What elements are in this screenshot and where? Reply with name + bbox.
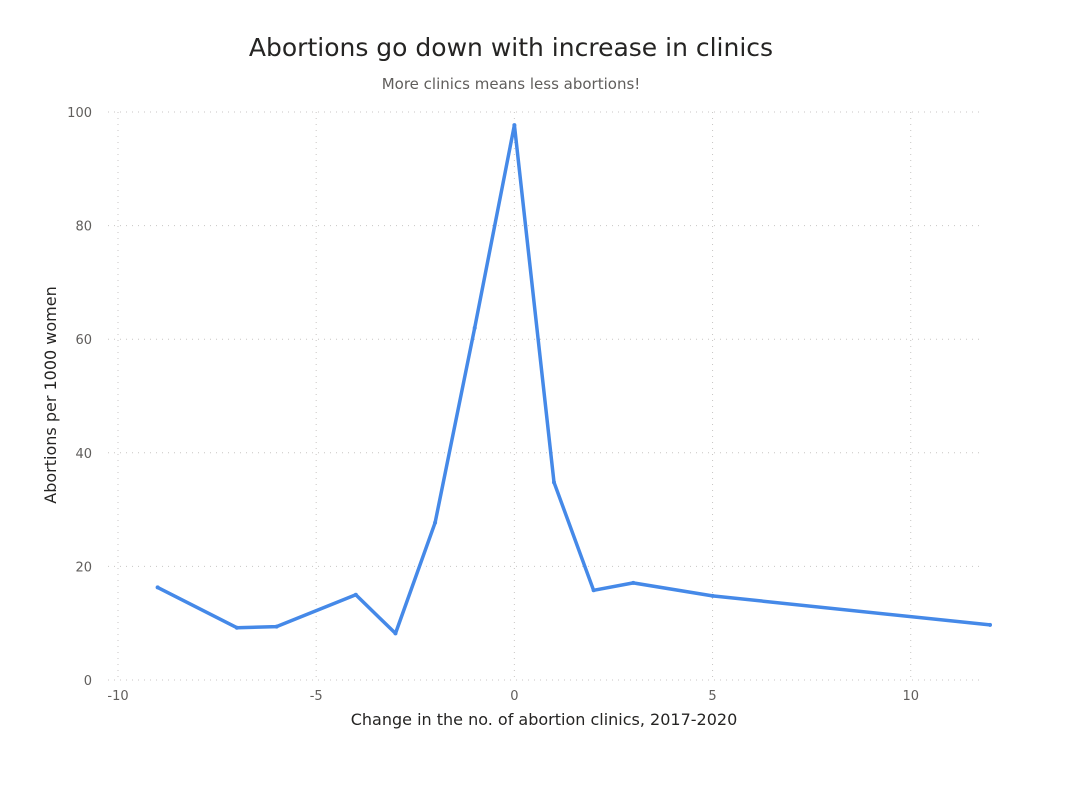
data-point [234,625,239,630]
y-tick-label: 0 [84,674,92,689]
y-axis-title: Abortions per 1000 women [41,286,60,503]
data-point [552,480,556,485]
x-tick-label: 0 [510,689,518,704]
data-point [472,325,477,330]
data-point [710,593,715,598]
data-point [274,624,279,629]
y-tick-label: 20 [75,560,92,575]
data-point [512,123,517,128]
data-point [353,592,358,597]
series-layer [155,123,992,636]
data-point [155,585,160,590]
data-point [631,580,636,585]
series-line [155,123,992,636]
x-axis-title: Change in the no. of abortion clinics, 2… [351,710,738,729]
y-tick-label: 40 [75,447,92,462]
data-point [393,631,398,636]
data-point [591,588,596,593]
x-tick-label: -10 [107,689,128,704]
y-tick-label: 100 [67,106,92,121]
x-tick-label: 5 [708,689,716,704]
chart-title: Abortions go down with increase in clini… [249,33,773,62]
data-point [988,622,992,627]
data-point [433,520,438,525]
gridlines [108,111,980,681]
y-tick-label: 80 [75,220,92,235]
x-tick-label: -5 [310,689,323,704]
x-axis-ticks: -10 -5 0 5 10 [107,689,919,704]
x-tick-label: 10 [902,689,919,704]
y-tick-label: 60 [75,333,92,348]
y-axis-ticks: 0 20 40 60 80 100 [67,106,92,689]
chart-subtitle: More clinics means less abortions! [382,75,641,93]
